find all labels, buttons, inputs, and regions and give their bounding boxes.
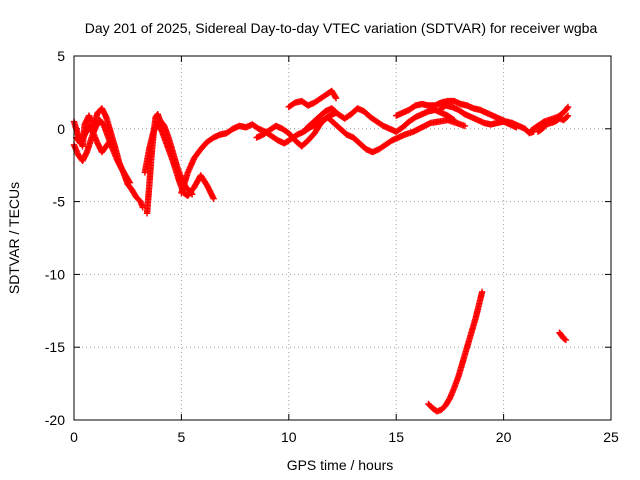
- x-axis-label: GPS time / hours: [287, 457, 394, 473]
- x-tick-label: 25: [603, 429, 619, 445]
- data-point: [561, 335, 569, 343]
- data-points: [70, 87, 572, 415]
- data-point: [106, 138, 113, 145]
- y-tick-label: -10: [45, 266, 65, 282]
- data-point: [107, 137, 114, 144]
- data-point: [125, 178, 133, 185]
- data-point: [564, 104, 571, 112]
- y-axis-label: SDTVAR / TECUs: [6, 182, 22, 294]
- y-tick-label: 5: [57, 48, 65, 64]
- x-tick-label: 5: [178, 429, 186, 445]
- axis-ticks: [73, 55, 612, 421]
- data-point: [564, 103, 572, 111]
- x-tick-label: 10: [281, 429, 297, 445]
- data-point: [126, 179, 134, 186]
- y-tick-label: -15: [45, 339, 65, 355]
- y-tick-label: -20: [45, 412, 65, 428]
- data-point: [450, 116, 458, 124]
- x-tick-labels: 0 5 10 15 20 25: [70, 429, 619, 445]
- data-point: [210, 195, 217, 202]
- y-tick-labels: -20 -15 -10 -5 0 5: [45, 48, 65, 428]
- data-point: [564, 112, 572, 119]
- data-point: [449, 115, 457, 123]
- data-point: [563, 113, 571, 120]
- plot-frame: [73, 55, 612, 421]
- data-point: [332, 93, 339, 101]
- x-tick-label: 15: [388, 429, 404, 445]
- x-tick-label: 0: [70, 429, 78, 445]
- data-point: [513, 124, 520, 131]
- data-point: [332, 95, 340, 102]
- y-tick-label: -5: [53, 194, 66, 210]
- chart-title: Day 201 of 2025, Sidereal Day-to-day VTE…: [85, 20, 598, 36]
- data-point: [461, 122, 469, 130]
- data-point: [562, 336, 570, 344]
- data-point: [478, 288, 486, 296]
- x-tick-label: 20: [496, 429, 512, 445]
- y-tick-label: 0: [57, 121, 65, 137]
- grid: [74, 56, 611, 420]
